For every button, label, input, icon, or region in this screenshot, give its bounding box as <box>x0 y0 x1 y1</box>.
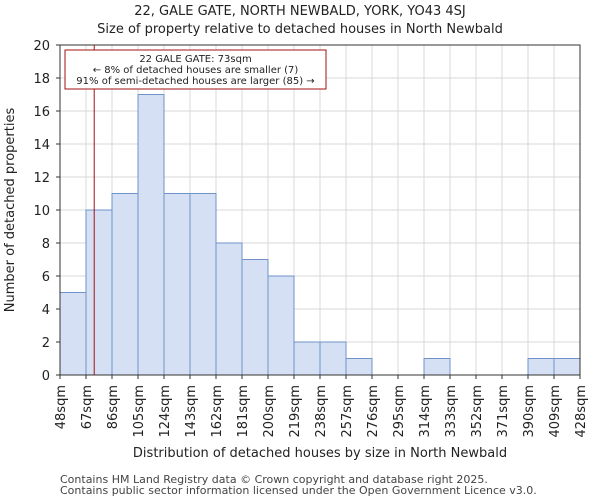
x-tick-label: 257sqm <box>340 385 355 438</box>
y-tick-label: 16 <box>33 105 50 120</box>
y-axis-ticks: 0 2 4 6 8 10 12 14 16 18 20 <box>33 39 60 384</box>
y-tick-label: 12 <box>33 171 50 186</box>
y-tick-label: 2 <box>42 336 50 351</box>
x-tick-label: 390sqm <box>522 385 537 438</box>
y-tick-label: 14 <box>33 138 50 153</box>
x-tick-label: 314sqm <box>418 385 433 438</box>
y-tick-label: 4 <box>42 303 50 318</box>
histogram-bar <box>189 193 217 376</box>
histogram-bar <box>553 358 581 376</box>
y-tick-label: 0 <box>42 369 50 384</box>
y-tick-label: 6 <box>42 270 50 285</box>
x-tick-label: 238sqm <box>314 385 329 438</box>
footer-licence: Contains public sector information licen… <box>60 484 537 497</box>
annotation-line-2: ← 8% of detached houses are smaller (7) <box>93 65 299 76</box>
x-tick-label: 409sqm <box>548 385 563 438</box>
histogram-bar <box>111 193 139 376</box>
annotation-box <box>64 49 327 90</box>
histogram-bar <box>527 358 555 376</box>
bars-group <box>59 94 581 376</box>
x-tick-label: 48sqm <box>54 385 69 429</box>
x-tick-label: 86sqm <box>106 385 121 429</box>
x-tick-label: 295sqm <box>392 385 407 438</box>
histogram-bar <box>137 94 165 376</box>
x-tick-label: 333sqm <box>444 385 459 438</box>
x-axis-ticks: 48sqm 67sqm 86sqm 105sqm 124sqm 143sqm 162sqm 1… <box>54 375 589 438</box>
x-tick-label: 200sqm <box>262 385 277 438</box>
histogram-bar <box>59 292 87 376</box>
x-tick-label: 352sqm <box>470 385 485 438</box>
y-tick-label: 18 <box>33 72 50 87</box>
x-tick-label: 162sqm <box>210 385 225 438</box>
annotation-line-1: 22 GALE GATE: 73sqm <box>139 54 251 65</box>
plot-area <box>59 44 581 376</box>
annotation-line-3: 91% of semi-detached houses are larger (… <box>76 76 314 87</box>
histogram-bar <box>85 209 113 376</box>
y-tick-label: 20 <box>33 39 50 54</box>
chart-title: 22, GALE GATE, NORTH NEWBALD, YORK, YO43… <box>134 4 466 19</box>
x-tick-label: 428sqm <box>574 385 589 438</box>
chart-subtitle: Size of property relative to detached ho… <box>97 22 503 37</box>
y-axis-label: Number of detached properties <box>3 108 18 313</box>
histogram-bar <box>267 275 295 376</box>
x-tick-label: 181sqm <box>236 385 251 438</box>
histogram-bar <box>293 341 321 376</box>
histogram-bar <box>319 341 347 376</box>
footer-copyright: Contains HM Land Registry data © Crown c… <box>60 473 488 486</box>
histogram-bar <box>345 358 373 376</box>
y-tick-label: 10 <box>33 204 50 219</box>
x-tick-label: 143sqm <box>184 385 199 438</box>
x-tick-label: 219sqm <box>288 385 303 438</box>
x-tick-label: 67sqm <box>80 385 95 429</box>
histogram-bar <box>215 242 243 376</box>
x-tick-label: 105sqm <box>132 385 147 438</box>
histogram-bar <box>423 358 451 376</box>
x-tick-label: 276sqm <box>366 385 381 438</box>
x-tick-label: 371sqm <box>496 385 511 438</box>
marker-annotation: 22 GALE GATE: 73sqm ← 8% of detached hou… <box>64 49 327 90</box>
histogram-bar <box>163 193 191 376</box>
x-tick-label: 124sqm <box>158 385 173 438</box>
histogram-bar <box>241 259 269 376</box>
x-axis-label: Distribution of detached houses by size … <box>133 446 507 461</box>
y-tick-label: 8 <box>42 237 50 252</box>
